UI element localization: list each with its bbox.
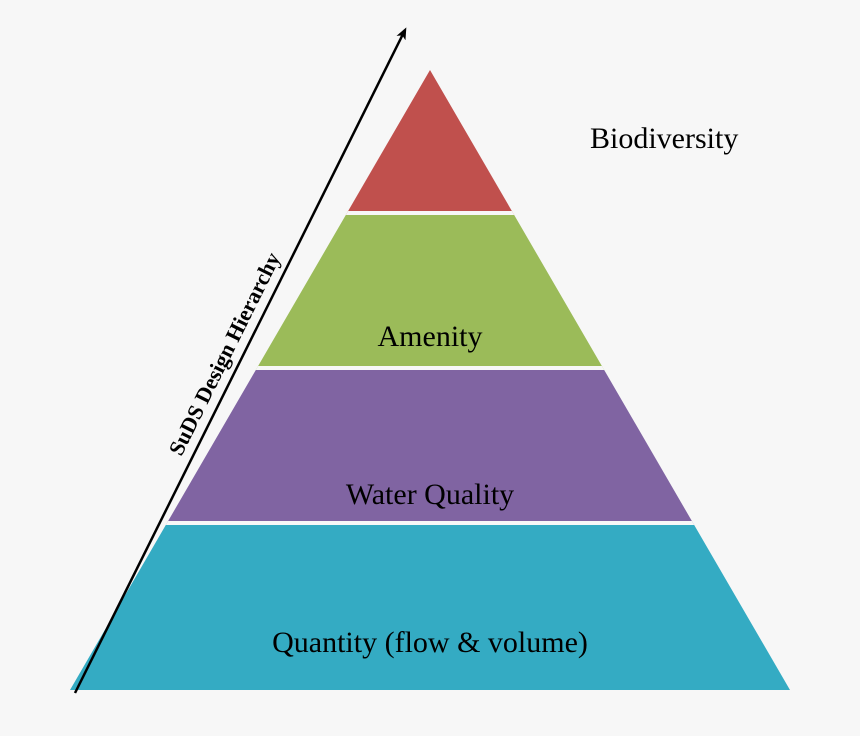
pyramid-tier-0 <box>346 70 514 215</box>
tier-label-3: Quantity (flow & volume) <box>272 626 588 659</box>
tier-label-0: Biodiversity <box>590 122 738 155</box>
pyramid-tiers <box>70 70 790 690</box>
tier-label-1: Amenity <box>378 320 483 353</box>
pyramid-tier-3 <box>70 525 790 690</box>
tier-label-2: Water Quality <box>346 478 514 511</box>
pyramid-diagram: Biodiversity Amenity Water Quality Quantity… <box>0 0 860 736</box>
